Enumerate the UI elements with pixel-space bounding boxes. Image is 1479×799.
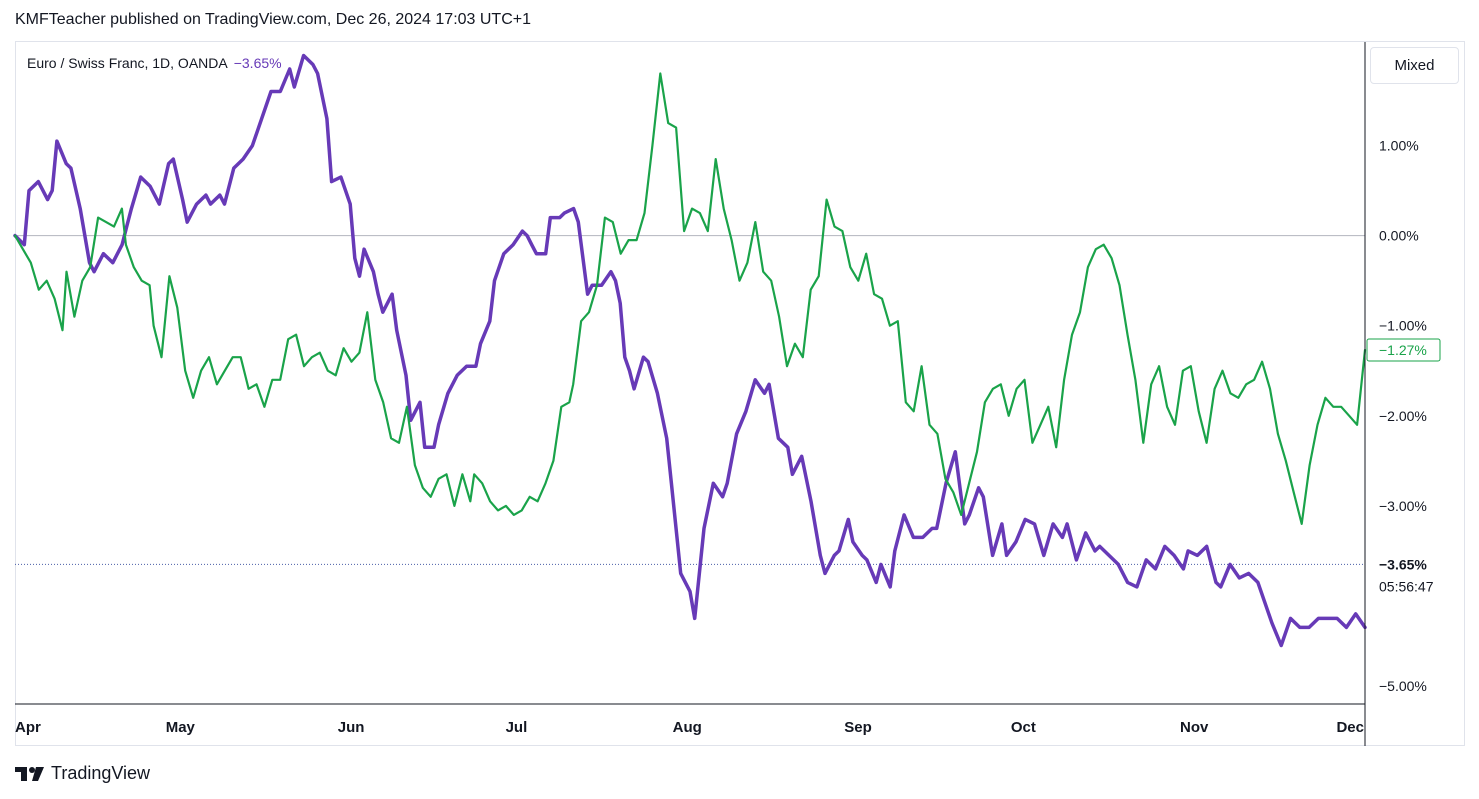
tradingview-logo-icon bbox=[15, 766, 44, 781]
last-value-label-compare: −1.27% bbox=[1379, 342, 1427, 358]
last-value-badge-compare bbox=[1366, 338, 1441, 362]
legend-symbol[interactable]: Euro / Swiss Franc, 1D, OANDA bbox=[27, 55, 228, 71]
legend-change: −3.65% bbox=[233, 55, 282, 71]
x-tick-label: Sep bbox=[844, 719, 872, 736]
x-tick-label: Apr bbox=[15, 719, 41, 736]
x-tick-label: Oct bbox=[1011, 719, 1036, 736]
footer-brand-text: TradingView bbox=[51, 763, 151, 783]
last-value-label-main: −3.65% bbox=[1379, 556, 1427, 572]
x-tick-label: Aug bbox=[673, 719, 702, 736]
publish-header: KMFTeacher published on TradingView.com,… bbox=[15, 11, 531, 28]
series-line-compare bbox=[13, 72, 1367, 525]
y-tick-label: −1.00% bbox=[1379, 318, 1427, 334]
x-tick-label: Jun bbox=[338, 719, 365, 736]
y-tick-label: −2.00% bbox=[1379, 408, 1427, 424]
series-line-main bbox=[13, 53, 1367, 648]
scale-mode-button[interactable]: Mixed bbox=[1370, 47, 1459, 84]
footer-brand[interactable]: TradingView bbox=[15, 763, 150, 784]
x-tick-label: May bbox=[166, 719, 196, 736]
x-tick-label: Dec bbox=[1336, 719, 1364, 736]
chart-frame bbox=[15, 41, 1465, 746]
chart-legend: Euro / Swiss Franc, 1D, OANDA −3.65% bbox=[27, 55, 282, 71]
y-tick-label: 1.00% bbox=[1379, 138, 1419, 154]
x-tick-label: Nov bbox=[1180, 719, 1209, 736]
y-tick-label: −5.00% bbox=[1379, 678, 1427, 694]
x-tick-label: Jul bbox=[506, 719, 528, 736]
y-tick-label: 0.00% bbox=[1379, 228, 1419, 244]
countdown-label: 05:56:47 bbox=[1379, 578, 1434, 594]
y-tick-label: −3.00% bbox=[1379, 498, 1427, 514]
